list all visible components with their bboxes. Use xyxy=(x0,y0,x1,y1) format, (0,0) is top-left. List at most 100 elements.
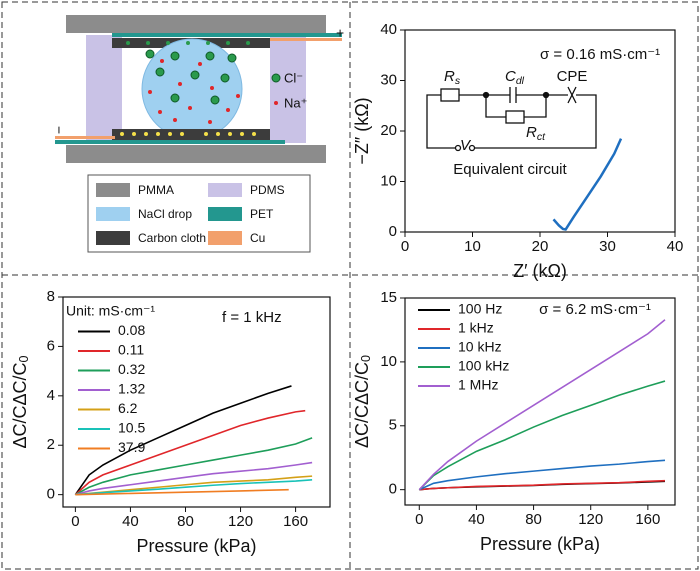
legend-label: NaCl drop xyxy=(138,207,192,221)
x-tick-label: 120 xyxy=(228,513,253,530)
legend-label: Carbon cloth xyxy=(138,231,206,245)
y-tick-label: 0 xyxy=(47,486,55,503)
ion-label: Cl⁻ xyxy=(284,70,303,85)
x-tick-label: 80 xyxy=(177,513,194,530)
annotation: f = 1 kHz xyxy=(222,309,282,326)
nacl-drop xyxy=(141,38,243,140)
x-axis-label: Pressure (kPa) xyxy=(136,536,256,556)
annotation: σ = 0.16 mS·cm⁻¹ xyxy=(540,46,660,63)
material-legend: PMMA PDMS NaCl drop PET Carbon cloth Cu xyxy=(87,174,311,253)
terminal-label: + xyxy=(336,25,344,41)
legend-swatch xyxy=(96,183,130,197)
series-line xyxy=(418,319,666,491)
x-tick-label: 10 xyxy=(464,238,481,255)
y-tick-label: 5 xyxy=(389,417,397,434)
legend-swatch xyxy=(208,231,242,245)
subscript: 0 xyxy=(17,355,31,362)
na-ions xyxy=(148,59,240,124)
y-axis-label: ΔC/CΔC/C0 xyxy=(10,355,32,448)
series-line xyxy=(75,479,313,496)
annotation: σ = 6.2 mS·cm⁻¹ xyxy=(539,301,651,318)
y-tick-label: 4 xyxy=(47,387,55,404)
pet-layer xyxy=(112,33,342,37)
subscript: dl xyxy=(516,75,525,87)
series-line xyxy=(75,461,313,496)
y-axis-label-main: ΔC/C xyxy=(352,362,372,405)
subscript: ct xyxy=(537,131,546,143)
legend-label: PET xyxy=(250,207,274,221)
y-tick-label: 6 xyxy=(47,337,55,354)
plot-frame xyxy=(404,29,676,233)
series-line xyxy=(418,459,666,491)
pdms-spacer xyxy=(270,35,306,143)
circuit-label: Equivalent circuit xyxy=(453,161,567,178)
y-tick-label: 0 xyxy=(389,223,397,240)
legend-label: 0.11 xyxy=(118,342,144,358)
legend-swatch xyxy=(96,231,130,245)
subscript: 0 xyxy=(359,355,373,362)
cu-strip xyxy=(55,136,115,139)
x-axis-label: Pressure (kPa) xyxy=(480,534,600,554)
x-tick-label: 0 xyxy=(401,238,409,255)
y-tick-label: 2 xyxy=(47,436,55,453)
plot-frame xyxy=(62,296,331,508)
ion-label: Na⁺ xyxy=(284,95,307,110)
legend-label: 0.32 xyxy=(118,361,145,377)
legend-title: Unit: mS·cm⁻¹ xyxy=(66,303,155,319)
y-tick-label: 20 xyxy=(380,122,397,139)
x-tick-label: 20 xyxy=(532,238,549,255)
series-line xyxy=(75,437,313,496)
legend-swatch xyxy=(208,207,242,221)
pet-layer xyxy=(55,140,285,144)
y-axis-label-main: ΔC/C xyxy=(10,362,30,405)
x-tick-label: 40 xyxy=(468,511,485,528)
x-tick-label: 120 xyxy=(578,511,603,528)
cl-ions xyxy=(145,49,237,105)
plot-frame xyxy=(404,297,676,506)
x-tick-label: 0 xyxy=(71,513,79,530)
legend-label: 0.08 xyxy=(118,322,145,338)
legend-label: Cu xyxy=(250,231,265,245)
circuit-label: V xyxy=(460,137,472,154)
legend-label: 1 MHz xyxy=(458,377,498,393)
legend-label: 10.5 xyxy=(118,420,145,436)
circuit-label: Rct xyxy=(526,124,546,143)
legend-label: 6.2 xyxy=(118,400,138,416)
series-line xyxy=(552,138,623,231)
x-tick-label: 80 xyxy=(525,511,542,528)
series-line xyxy=(418,380,666,491)
y-tick-label: 10 xyxy=(380,172,397,189)
series-line xyxy=(75,475,313,496)
electrode-ions xyxy=(120,132,256,136)
legend-swatch xyxy=(96,207,130,221)
terminal-label: − xyxy=(51,126,67,134)
x-tick-label: 30 xyxy=(599,238,616,255)
y-tick-label: 0 xyxy=(389,481,397,498)
legend-label: PMMA xyxy=(138,183,174,197)
x-tick-label: 40 xyxy=(667,238,684,255)
subscript: s xyxy=(455,75,461,87)
y-tick-label: 30 xyxy=(380,71,397,88)
x-tick-label: 160 xyxy=(635,511,660,528)
ion-key xyxy=(274,101,278,105)
legend-label: 100 Hz xyxy=(458,301,502,317)
legend-label: 1 kHz xyxy=(458,320,494,336)
legend-label: 100 kHz xyxy=(458,358,509,374)
electrode-ions xyxy=(126,41,250,45)
legend-label: 37.9 xyxy=(118,439,145,455)
carbon-cloth xyxy=(112,129,270,140)
legend-label: 10 kHz xyxy=(458,339,502,355)
cu-strip xyxy=(200,38,342,41)
pdms-spacer xyxy=(86,35,122,143)
series-line xyxy=(419,479,666,491)
y-tick-label: 8 xyxy=(47,288,55,305)
y-tick-label: 10 xyxy=(380,353,397,370)
ion-key xyxy=(271,73,281,83)
device-schematic: Cl⁻ Na⁺ + − xyxy=(51,15,344,163)
y-tick-label: 15 xyxy=(380,289,397,306)
x-axis-label: Z′ (kΩ) xyxy=(513,261,567,281)
equivalent-circuit xyxy=(426,86,597,152)
x-tick-label: 160 xyxy=(283,513,308,530)
